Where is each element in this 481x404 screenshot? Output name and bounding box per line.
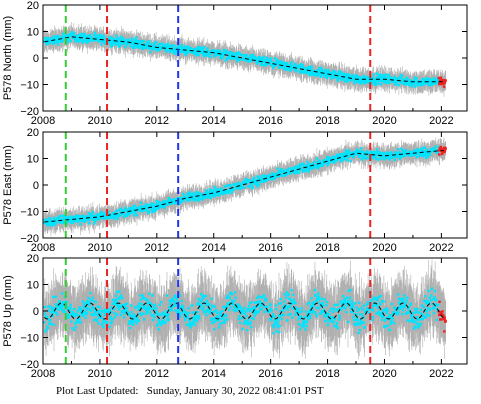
x-tick-label: 2016 <box>258 242 282 254</box>
y-tick-label: −10 <box>20 333 39 345</box>
x-tick-label: 2014 <box>201 242 225 254</box>
y-tick-label: 10 <box>27 27 39 39</box>
y-axis-label: P578 Up (mm) <box>2 275 14 347</box>
x-tick-label: 2010 <box>88 115 112 127</box>
y-tick-label: −20 <box>20 359 39 371</box>
x-tick-label: 2008 <box>31 242 55 254</box>
x-tick-label: 2016 <box>258 368 282 380</box>
x-tick-label: 2014 <box>201 115 225 127</box>
x-tick-label: 2012 <box>145 115 169 127</box>
y-tick-label: 10 <box>27 280 39 292</box>
data-points <box>43 145 447 227</box>
panel-1: 2008 2010 2012 2014 2016 2018 2020 202220100−10… <box>2 0 468 127</box>
plot-updated-footer: Plot Last Updated: Sunday, January 30, 2… <box>56 385 324 397</box>
panel-data <box>43 132 447 238</box>
y-tick-label: 20 <box>27 127 39 139</box>
x-tick-label: 2018 <box>315 368 339 380</box>
x-tick-label: 2020 <box>372 242 396 254</box>
x-tick-label: 2018 <box>315 115 339 127</box>
y-tick-label: 10 <box>27 154 39 166</box>
y-tick-label: 0 <box>33 53 39 65</box>
panel-3: 2008 2010 2012 2014 2016 2018 2020 202220100−10… <box>2 253 468 380</box>
x-tick-label: 2022 <box>429 368 453 380</box>
x-tick-label: 2020 <box>372 115 396 127</box>
x-tick-label: 2008 <box>31 115 55 127</box>
x-tick-label: 2010 <box>88 368 112 380</box>
daily-positions <box>43 31 440 88</box>
x-tick-label: 2022 <box>429 115 453 127</box>
data-points <box>43 31 447 88</box>
trend-line <box>44 36 444 83</box>
y-tick-label: 0 <box>33 306 39 318</box>
x-tick-label: 2012 <box>145 368 169 380</box>
y-tick-label: 0 <box>33 180 39 192</box>
x-tick-label: 2018 <box>315 242 339 254</box>
x-tick-label: 2016 <box>258 115 282 127</box>
x-tick-label: 2020 <box>372 368 396 380</box>
y-tick-label: −20 <box>20 106 39 118</box>
trend-line <box>44 150 444 223</box>
y-axis-label: P578 East (mm) <box>2 145 14 224</box>
panel-data <box>43 5 447 111</box>
x-tick-label: 2010 <box>88 242 112 254</box>
x-tick-label: 2008 <box>31 368 55 380</box>
panel-2: 2008 2010 2012 2014 2016 2018 2020 202220100−10… <box>2 127 468 254</box>
y-tick-label: 20 <box>27 0 39 12</box>
x-tick-label: 2012 <box>145 242 169 254</box>
y-tick-label: −20 <box>20 233 39 245</box>
footer-timestamp: Sunday, January 30, 2022 08:41:01 PST <box>146 385 324 397</box>
y-tick-label: 20 <box>27 253 39 265</box>
x-tick-label: 2022 <box>429 242 453 254</box>
y-axis-label: P578 North (mm) <box>2 16 14 100</box>
y-tick-label: −10 <box>20 207 39 219</box>
trend-line <box>44 302 445 320</box>
recent-positions <box>437 76 447 88</box>
panel-data <box>43 258 447 364</box>
x-tick-label: 2014 <box>201 368 225 380</box>
daily-positions <box>43 145 440 227</box>
footer-label: Plot Last Updated: <box>56 385 139 397</box>
y-tick-label: −10 <box>20 80 39 92</box>
